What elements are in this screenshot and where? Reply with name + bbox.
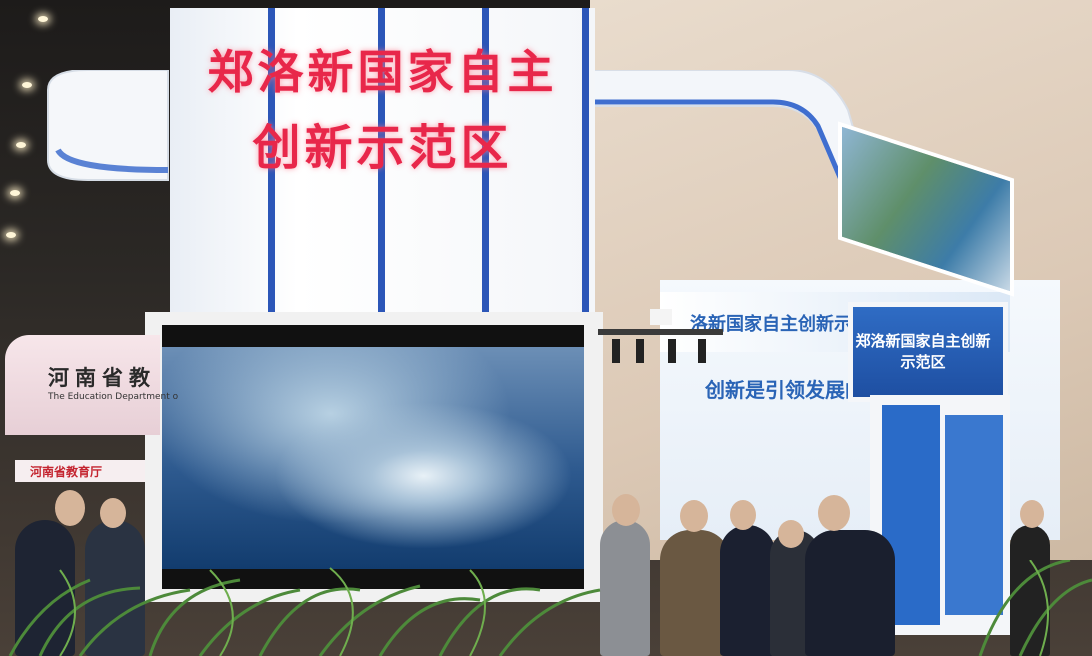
tower-stripe bbox=[378, 8, 385, 323]
tower-title-line-1: 郑洛新国家自主 bbox=[207, 45, 558, 99]
tower-stripe bbox=[268, 8, 275, 323]
left-booth-sign-english: The Education Department o bbox=[48, 392, 179, 402]
left-booth-sign bbox=[5, 335, 160, 435]
tower-title-line-2: 创新示范区 bbox=[252, 120, 513, 176]
spotlight-rig bbox=[598, 309, 723, 363]
kiosk-sign-text: 郑洛新国家自主创新示范区 bbox=[855, 332, 991, 371]
led-screen bbox=[162, 325, 584, 589]
wave-image bbox=[162, 347, 584, 569]
info-board-right-panel bbox=[945, 415, 1003, 615]
tower-stripe bbox=[482, 8, 489, 323]
banner-text: 洛新国家自主创新示范 bbox=[690, 314, 870, 335]
potted-plants bbox=[8, 560, 1092, 656]
left-booth-small-sign bbox=[15, 460, 145, 482]
left-booth-sign-text: 河南省教 bbox=[48, 366, 156, 390]
kiosk-sign bbox=[848, 302, 1008, 402]
booth-tower: 郑洛新国家自主 创新示范区 bbox=[170, 8, 595, 323]
ceiling-lights bbox=[0, 0, 180, 260]
left-booth-small-sign-text: 河南省教育厅 bbox=[30, 465, 103, 479]
tower-stripe bbox=[582, 8, 589, 323]
